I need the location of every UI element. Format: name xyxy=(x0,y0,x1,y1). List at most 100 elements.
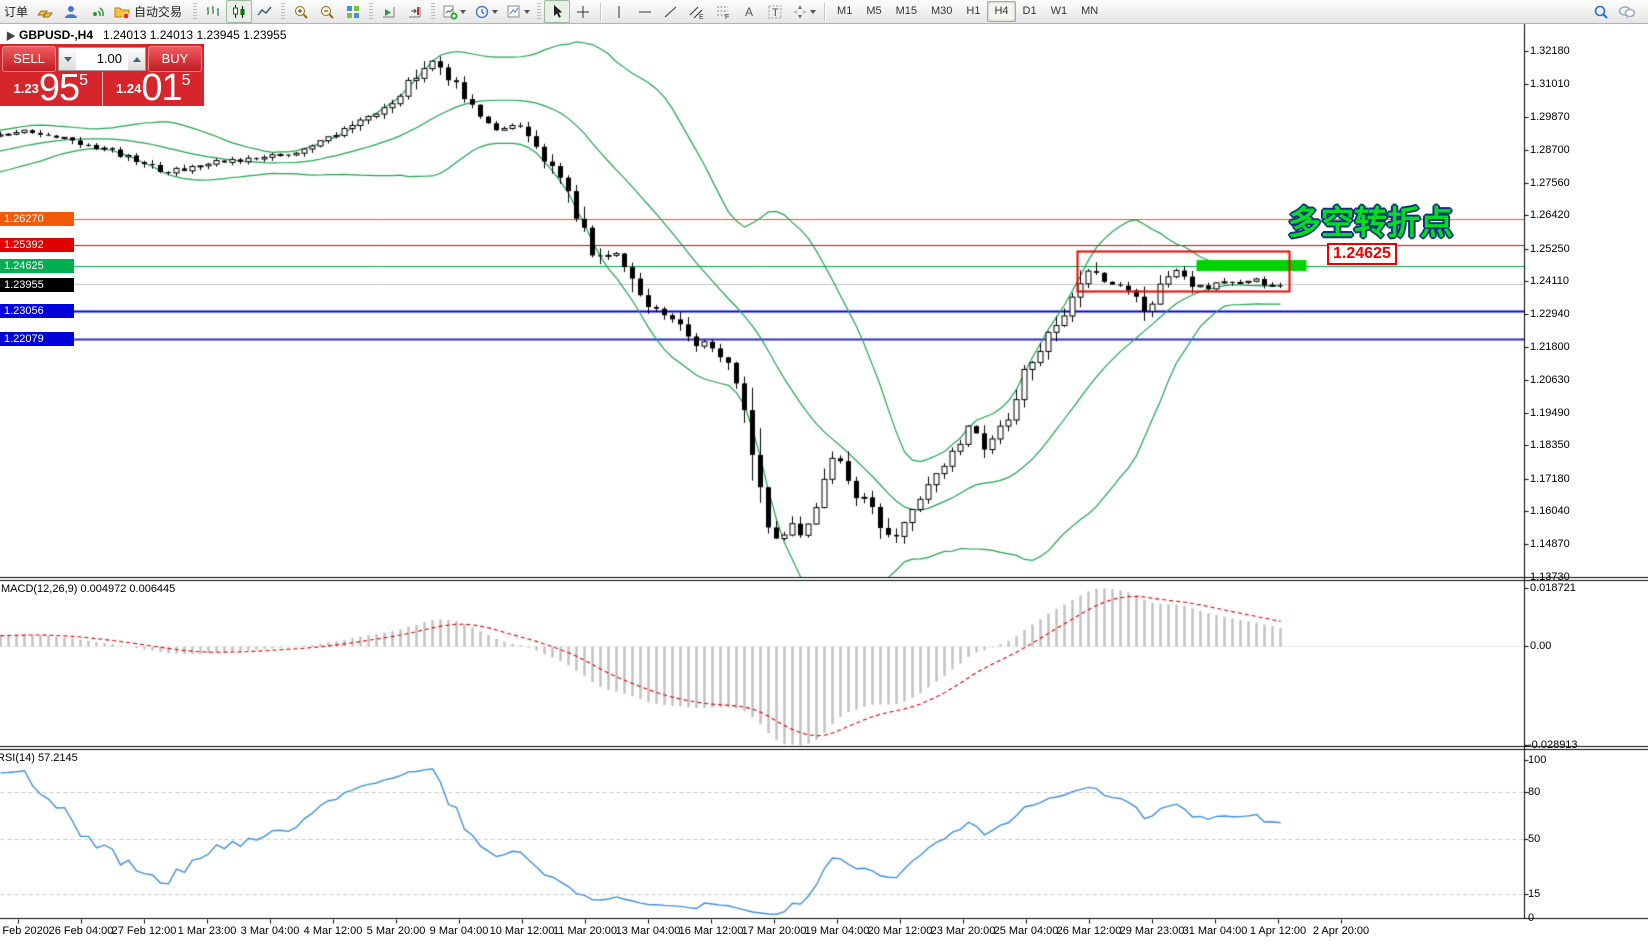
crosshair-tool-button[interactable] xyxy=(570,0,596,23)
tab-m5[interactable]: M5 xyxy=(866,5,882,17)
horizontal-line-icon xyxy=(639,11,652,12)
chevron-down-icon xyxy=(810,9,817,14)
sell-price-pipette: 5 xyxy=(79,72,88,89)
volume-stepper: 1.00 xyxy=(58,47,146,71)
price-level-callout[interactable]: 1.24625 xyxy=(1327,243,1397,265)
label-tool-button[interactable]: T xyxy=(762,0,788,23)
zoom-out-button[interactable] xyxy=(314,0,340,23)
text-icon: A xyxy=(745,5,753,19)
svg-text:T: T xyxy=(772,7,779,19)
text-tool-button[interactable]: A xyxy=(736,0,762,23)
cursor-tool-button[interactable] xyxy=(544,0,571,23)
sell-price-main: 95 xyxy=(38,67,80,109)
fibonacci-icon: F xyxy=(717,6,729,20)
sell-button[interactable]: SELL xyxy=(2,46,56,72)
tab-h1[interactable]: H1 xyxy=(966,5,981,17)
candlestick-icon xyxy=(233,4,245,18)
svg-text:E: E xyxy=(699,14,704,20)
buy-price-pipette: 5 xyxy=(181,72,191,89)
template-icon xyxy=(507,5,520,17)
vertical-line-icon xyxy=(618,5,620,18)
bar-chart-icon xyxy=(207,5,220,16)
volume-input[interactable]: 1.00 xyxy=(96,51,122,66)
chart-line-button[interactable] xyxy=(252,0,278,23)
chart-shift-button[interactable] xyxy=(402,0,428,23)
chart-bars-button[interactable] xyxy=(200,0,226,23)
rsi-indicator-label: RSI(14) 57.2145 xyxy=(0,752,78,764)
signals-icon[interactable] xyxy=(84,0,110,23)
periods-button[interactable] xyxy=(470,0,502,23)
tile-windows-button[interactable] xyxy=(340,0,366,23)
chart-title: GBPUSD-,H4 1.24013 1.24013 1.23945 1.239… xyxy=(2,28,287,42)
buy-price[interactable]: 1.24 01 5 xyxy=(103,67,205,109)
robot-folder-icon xyxy=(114,7,130,19)
crosshair-icon xyxy=(577,5,590,18)
main-toolbar: 订单 自动交易 xyxy=(0,0,1648,24)
chevron-down-icon xyxy=(492,9,499,14)
ohlc-values: 1.24013 1.24013 1.23945 1.23955 xyxy=(103,28,287,42)
arrows-tool-button[interactable] xyxy=(788,0,820,23)
search-button[interactable] xyxy=(1588,0,1614,23)
tab-mn[interactable]: MN xyxy=(1081,5,1099,17)
equidistant-channel-icon: E xyxy=(689,6,704,20)
macd-indicator-label: MACD(12,26,9) 0.004972 0.006445 xyxy=(1,583,176,595)
tab-m15[interactable]: M15 xyxy=(895,5,917,17)
triangle-up-icon xyxy=(132,56,141,62)
tab-m1[interactable]: M1 xyxy=(837,5,853,17)
community-icon[interactable] xyxy=(58,0,84,23)
trendline-tool-button[interactable] xyxy=(658,0,684,23)
zoom-in-button[interactable] xyxy=(288,0,314,23)
indicators-button[interactable] xyxy=(438,0,470,23)
turning-point-annotation[interactable]: 多空转折点 xyxy=(1288,204,1453,241)
volume-down-button[interactable] xyxy=(59,48,76,70)
chat-button[interactable] xyxy=(1614,0,1640,23)
symbol-name: GBPUSD-,H4 xyxy=(19,28,94,42)
line-chart-icon xyxy=(257,6,272,15)
gold-ingot-icon xyxy=(37,10,54,17)
sell-price[interactable]: 1.23 95 5 xyxy=(0,67,103,109)
add-indicator-icon xyxy=(443,5,458,19)
vline-tool-button[interactable] xyxy=(606,0,632,23)
svg-text:A: A xyxy=(745,5,753,19)
cursor-icon xyxy=(554,4,563,18)
channel-tool-button[interactable]: E xyxy=(684,0,710,23)
one-click-trading-panel: SELL 1.00 BUY 1.23 95 5 1.24 01 5 xyxy=(0,44,205,109)
volume-up-button[interactable] xyxy=(128,48,145,70)
triangle-down-icon xyxy=(63,56,72,62)
autoscroll-icon xyxy=(383,6,395,17)
person-icon xyxy=(65,5,78,18)
tab-w1[interactable]: W1 xyxy=(1050,5,1068,17)
chart-candles-button[interactable] xyxy=(226,0,253,23)
buy-price-main: 01 xyxy=(141,67,182,109)
buy-price-prefix: 1.24 xyxy=(116,81,142,96)
autotrade-button[interactable]: 自动交易 xyxy=(110,0,190,23)
zoom-out-icon xyxy=(321,5,334,19)
trendline-icon xyxy=(664,6,677,17)
tab-h4[interactable]: H4 xyxy=(987,1,1016,22)
clock-icon xyxy=(475,5,489,18)
new-order-button[interactable]: 订单 xyxy=(4,5,29,19)
chevron-down-icon xyxy=(524,9,531,14)
svg-text:F: F xyxy=(725,14,729,20)
zoom-in-icon xyxy=(295,5,308,19)
buy-button[interactable]: BUY xyxy=(148,46,202,72)
tab-m30[interactable]: M30 xyxy=(931,5,953,17)
arrows-icon xyxy=(793,4,808,19)
tab-d1[interactable]: D1 xyxy=(1022,5,1037,17)
gold-icon[interactable] xyxy=(32,0,58,23)
hline-tool-button[interactable] xyxy=(632,0,658,23)
chart-shift-icon xyxy=(409,6,421,17)
chat-bubbles-icon xyxy=(1618,5,1636,19)
broadcast-icon xyxy=(93,6,104,16)
search-icon xyxy=(1594,5,1608,19)
tile-windows-icon xyxy=(347,5,360,18)
text-label-icon: T xyxy=(768,5,782,19)
autotrade-label: 自动交易 xyxy=(134,5,183,19)
autoscroll-button[interactable] xyxy=(376,0,402,23)
chart-symbol-icon xyxy=(2,29,16,41)
sell-price-prefix: 1.23 xyxy=(13,81,39,96)
templates-button[interactable] xyxy=(502,0,534,23)
chevron-down-icon xyxy=(460,9,467,14)
fibonacci-tool-button[interactable]: F xyxy=(710,0,736,23)
